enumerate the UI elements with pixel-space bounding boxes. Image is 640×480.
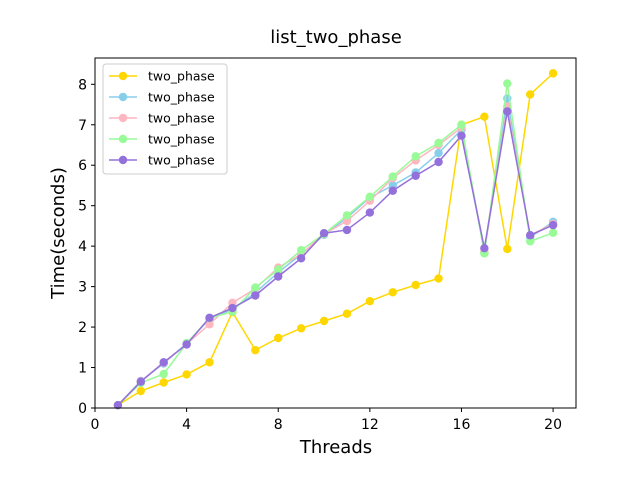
legend-label: two_phase — [148, 90, 215, 105]
series-1-point — [503, 244, 512, 254]
series-5-point — [205, 313, 214, 322]
legend-label: two_phase — [148, 132, 215, 147]
x-tick-label: 0 — [91, 417, 100, 433]
series-5-point — [388, 186, 397, 195]
series-1-point — [205, 358, 214, 367]
series-1-point — [525, 90, 535, 99]
legend-item: two_phase — [109, 111, 215, 126]
y-tick-label: 7 — [78, 118, 87, 134]
y-tick-label: 6 — [78, 158, 87, 174]
legend-label: two_phase — [148, 111, 215, 126]
series-1-point — [411, 280, 420, 290]
series-3-point — [205, 320, 214, 329]
series-4-point — [159, 369, 168, 379]
series-5-point — [480, 243, 489, 253]
series-1-point — [296, 324, 306, 333]
legend: two_phase two_phase two_phase two_phase two_… — [102, 63, 228, 175]
series-5-point — [228, 303, 237, 313]
series-5-point — [411, 171, 420, 180]
series-4-point — [251, 283, 260, 292]
series-5-point — [113, 400, 123, 410]
x-tick-label: 4 — [182, 417, 191, 433]
series-5-point — [457, 131, 466, 140]
y-axis-title: Time(seconds) — [48, 167, 69, 300]
y-axis: 0 1 2 3 4 5 6 7 8 — [78, 77, 95, 417]
legend-swatch-marker — [118, 155, 128, 165]
series-5 — [113, 107, 558, 410]
series-5-point — [296, 254, 306, 263]
series-4-point — [296, 246, 306, 255]
series-1-point — [365, 296, 375, 306]
series-4-point — [365, 192, 375, 201]
legend-label: two_phase — [148, 69, 215, 84]
series-5-line — [117, 111, 554, 406]
series-4-point — [434, 138, 443, 148]
series-5-point — [434, 157, 443, 167]
legend-item: two_phase — [109, 90, 215, 105]
series-1-point — [159, 378, 168, 387]
x-axis-title: Threads — [299, 437, 372, 458]
y-tick-label: 0 — [78, 401, 87, 417]
series-5-point — [548, 220, 558, 230]
legend-item: two_phase — [109, 153, 215, 168]
series-5-point — [525, 231, 535, 240]
series-1-point — [434, 274, 443, 283]
series-5-point — [319, 229, 329, 238]
series-1-point — [388, 288, 397, 297]
series-1-point — [480, 112, 489, 121]
series-5-point — [503, 107, 512, 116]
series-5-point — [274, 272, 283, 281]
series-4-point — [457, 120, 466, 129]
series-5-point — [342, 225, 352, 235]
series-1-point — [342, 309, 352, 318]
plot-frame — [94, 57, 577, 409]
series-1-point — [182, 370, 191, 379]
legend-label: two_phase — [148, 153, 215, 168]
y-tick-label: 8 — [78, 77, 87, 93]
y-tick-label: 3 — [78, 280, 87, 296]
series-layer — [113, 69, 558, 410]
series-1 — [113, 69, 558, 410]
series-1-point — [251, 345, 260, 355]
legend-item: two_phase — [109, 69, 215, 84]
y-tick-label: 5 — [78, 199, 87, 215]
series-5-point — [159, 358, 168, 367]
x-tick-label: 8 — [274, 417, 283, 433]
y-tick-label: 2 — [78, 320, 87, 336]
series-2-point — [434, 148, 443, 158]
series-5-point — [251, 291, 260, 300]
y-tick-label: 1 — [78, 361, 87, 377]
series-1-point — [274, 333, 283, 343]
legend-swatch-marker — [118, 71, 128, 81]
series-4-point — [548, 228, 558, 237]
series-5-point — [182, 340, 191, 349]
legend-box — [102, 63, 228, 175]
series-4-point — [411, 152, 420, 161]
series-4-point — [503, 79, 512, 88]
x-tick-label: 16 — [453, 417, 471, 433]
series-1-point — [548, 69, 558, 78]
series-4-point — [525, 237, 535, 246]
legend-swatch-marker — [118, 92, 128, 102]
x-axis: 0 4 8 12 16 20 — [91, 408, 562, 433]
series-4-point — [388, 172, 397, 181]
series-5-point — [365, 208, 375, 217]
x-tick-label: 12 — [361, 417, 379, 433]
legend-swatch-marker — [118, 113, 128, 123]
series-5-point — [136, 377, 146, 386]
x-tick-label: 20 — [544, 417, 562, 433]
chart-title: list_two_phase — [270, 27, 402, 48]
y-tick-label: 4 — [78, 239, 87, 255]
series-4-point — [342, 211, 352, 220]
series-1-point — [136, 386, 146, 396]
legend-item: two_phase — [109, 132, 215, 147]
series-4-point — [274, 265, 283, 274]
legend-swatch-marker — [118, 134, 128, 144]
series-1-point — [319, 316, 329, 326]
